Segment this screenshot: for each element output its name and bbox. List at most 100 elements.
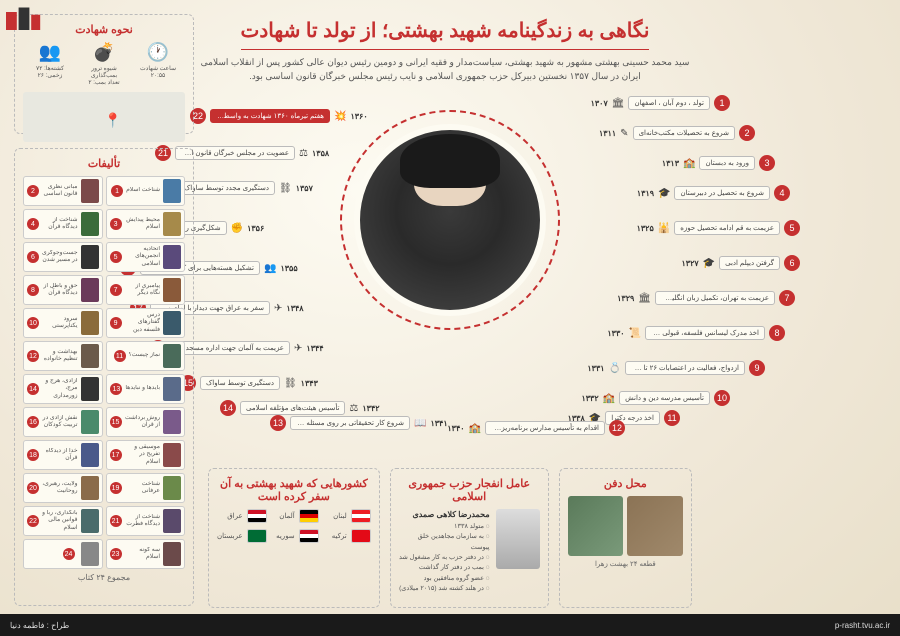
book-title: روش برداشت از قرآن [125, 415, 160, 429]
book-number: 16 [27, 416, 39, 428]
footer-bar: p-rasht.tvu.ac.ir طراح : فاطمه دنیا [0, 614, 900, 636]
timeline-event-14: 14 تأسیس هیئت‌های مؤتلفه اسلامی ⚖ ۱۳۴۲ [220, 400, 380, 416]
event-year: ۱۳۳۰ [607, 329, 624, 338]
martyrdom-label: ساعت شهادت ۲۰:۵۵ [134, 65, 183, 79]
event-number: 4 [774, 185, 790, 201]
timeline-event-8: 8 اخذ مدرک لیسانس فلسفه، قبولی در بورس خ… [607, 325, 785, 341]
martyrdom-icon: 🕐 [134, 42, 183, 63]
books-total: مجموع ۲۴ کتاب [23, 573, 185, 582]
event-icon: 🏫 [603, 393, 615, 404]
book-title: حق و باطل از دیدگاه قرآن [42, 283, 78, 297]
event-label: ازدواج، فعالیت در اعتصابات ۲۶ تا ۳۰ تیر [625, 361, 745, 375]
event-icon: ✈ [294, 343, 302, 354]
book-title: نماز چیست؟ [129, 352, 160, 359]
book-thumbnail [81, 212, 99, 236]
book-item: مبانی نظری قانون اساسی 2 [23, 176, 103, 206]
book-item: شناخت از دیدگاه فطرت 21 [106, 506, 185, 536]
book-item: بهداشت و تنظیم خانواده 12 [23, 341, 103, 371]
timeline-event-3: 3 ورود به دبستان 🏫 ۱۳۱۳ [662, 155, 775, 171]
book-thumbnail [81, 542, 99, 566]
martyrdom-label: کشته‌ها: ۷۲زخمی: ۲۶ [26, 65, 75, 79]
timeline-event-4: 4 شروع به تحصیل در دبیرستان 🎓 ۱۳۱۹ [637, 185, 790, 201]
timeline-event-12: 12 اقدام به تأسیس مدارس برنامه‌ریزی شده … [447, 420, 625, 436]
event-label: تأسیس هیئت‌های مؤتلفه اسلامی [240, 401, 345, 415]
book-item: آزادی، هرج و مرج، زورمداری 14 [23, 374, 103, 404]
book-title: محیط پیدایش اسلام [125, 217, 160, 231]
book-title: مبانی نظری قانون اساسی [42, 184, 78, 198]
event-label: عزیمت به قم ادامه تحصیل حوزه [674, 221, 780, 235]
bomber-info-line: ◌ در دفتر حزب به کار مشغول شد [399, 553, 490, 563]
event-icon: 📖 [414, 418, 426, 429]
book-title: نقش آزادی در تربیت کودکان [42, 415, 78, 429]
event-label: شروع کار تحقیقاتی بر روی مسئله حکومت اسل… [290, 416, 410, 430]
event-icon: 🏛 [638, 293, 651, 304]
burial-photo-1 [627, 496, 683, 556]
book-title: ولایت، رهبری، روحانیت [42, 481, 78, 495]
book-number: 5 [110, 251, 122, 263]
country-item: عربستان [217, 529, 267, 543]
event-year: ۱۳۲۷ [681, 259, 698, 268]
book-number: 15 [110, 416, 122, 428]
book-title: پیامبری از نگاه دیگر [125, 283, 160, 297]
book-title: شناخت از دیدگاه فطرت [125, 514, 160, 528]
book-number: 6 [27, 251, 39, 263]
book-item: نماز چیست؟ 11 [106, 341, 185, 371]
event-icon: ✊ [231, 223, 243, 234]
event-icon: 💍 [609, 363, 621, 374]
book-number: 11 [114, 350, 126, 362]
book-number: 14 [27, 383, 39, 395]
footer-site: p-rasht.tvu.ac.ir [835, 621, 890, 630]
book-thumbnail [81, 245, 99, 269]
country-item: سوریه [273, 529, 319, 543]
burial-heading: محل دفن [568, 477, 683, 490]
event-number: 11 [664, 410, 680, 426]
event-year: ۱۳۴۴ [306, 344, 323, 353]
book-item: روش برداشت از قرآن 15 [106, 407, 185, 437]
book-item: شناخت از دیدگاه قرآن 4 [23, 209, 103, 239]
book-item: محیط پیدایش اسلام 3 [106, 209, 185, 239]
martyrdom-item: 💣 شیوه ترور بمب‌گذاریتعداد بمب: ۲ [80, 42, 129, 86]
timeline-event-1: 1 تولد ، دوم آبان ، اصفهان 🏛 ۱۳۰۷ [591, 95, 730, 111]
event-year: ۱۳۴۳ [301, 379, 318, 388]
book-thumbnail [163, 542, 181, 566]
book-item: ولایت، رهبری، روحانیت 20 [23, 473, 103, 503]
book-number: 13 [110, 383, 122, 395]
event-year: ۱۳۱۱ [599, 129, 616, 138]
event-year: ۱۳۴۱ [430, 419, 447, 428]
event-label: شروع به تحصیل در دبیرستان [674, 186, 770, 200]
event-icon: ⚖ [349, 403, 358, 414]
event-icon: 📜 [629, 328, 641, 339]
timeline-event-22: 22 هفتم تیرماه ۱۳۶۰ شهادت به واسطه انفجا… [190, 108, 368, 124]
country-item: ترکیه [325, 529, 371, 543]
event-number: 7 [779, 290, 795, 306]
book-number: 7 [110, 284, 122, 296]
event-label: تأسیس مدرسه دین و دانش [619, 391, 710, 405]
bomber-info-line: ◌ بمب در دفتر کار گذاشت [399, 563, 490, 573]
burial-photo-2 [568, 496, 624, 556]
event-icon: 🎓 [703, 258, 715, 269]
country-name: آلمان [279, 512, 294, 520]
book-number: 8 [27, 284, 39, 296]
book-thumbnail [81, 410, 99, 434]
event-icon: 🎓 [658, 188, 670, 199]
event-year: ۱۳۴۰ [447, 424, 464, 433]
event-year: ۱۳۴۲ [362, 404, 379, 413]
book-title: آزادی، هرج و مرج، زورمداری [42, 378, 78, 400]
book-thumbnail [163, 212, 181, 236]
event-label: اخذ مدرک لیسانس فلسفه، قبولی در بورس خار… [645, 326, 765, 340]
book-title: درس گفتارهای فلسفه دین [125, 312, 160, 334]
event-icon: ⛓ [284, 378, 297, 389]
event-label: دستگیری توسط ساواک [200, 376, 280, 390]
book-item: جست‌وجوگری در مسیر شدن 6 [23, 242, 103, 272]
books-heading: تألیفات [23, 157, 185, 170]
country-item: لبنان [325, 509, 371, 523]
event-label: تولد ، دوم آبان ، اصفهان [628, 96, 710, 110]
book-item: درس گفتارهای فلسفه دین 9 [106, 308, 185, 338]
countries-heading: کشورهایی که شهید بهشتی به آن سفر کرده اس… [217, 477, 371, 503]
book-thumbnail [163, 443, 181, 467]
book-number: 9 [110, 317, 122, 329]
event-icon: 🕌 [658, 223, 670, 234]
event-label: اقدام به تأسیس مدارس برنامه‌ریزی شده برا… [485, 421, 605, 435]
book-number: 20 [27, 482, 39, 494]
book-thumbnail [81, 311, 99, 335]
